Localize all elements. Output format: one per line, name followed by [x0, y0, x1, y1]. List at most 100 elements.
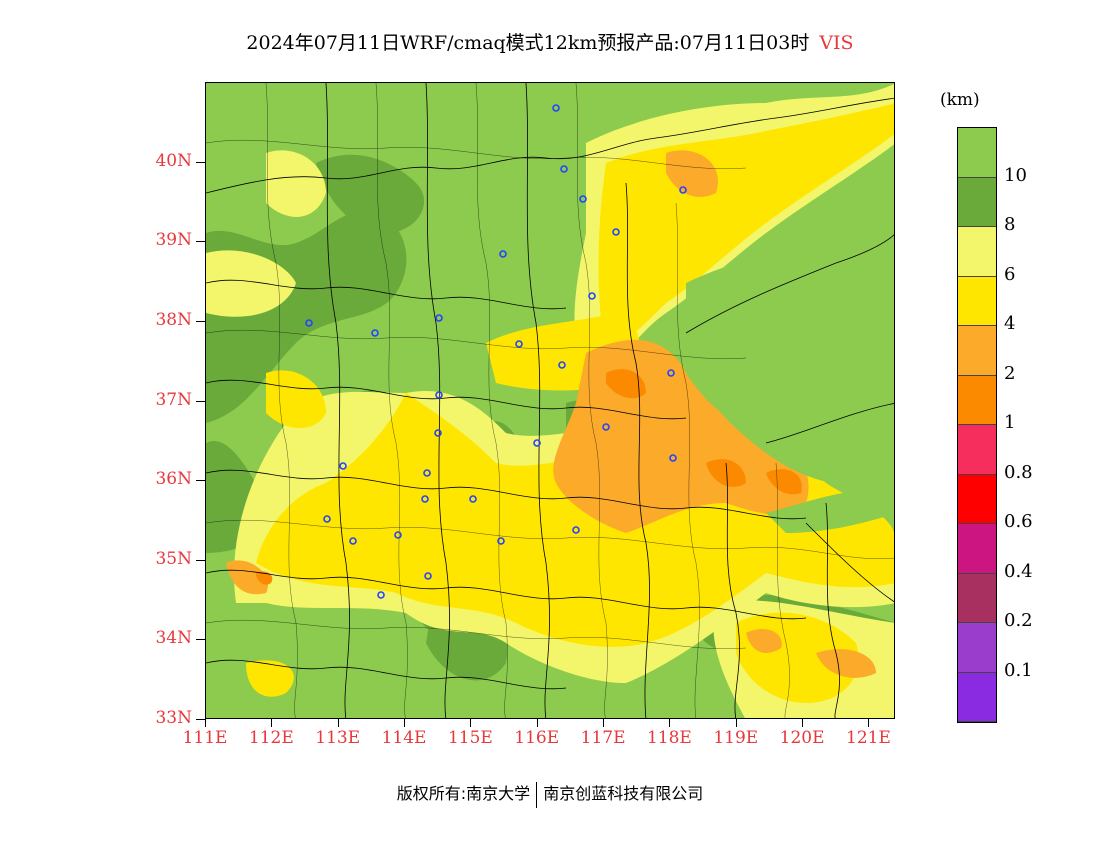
latitude-tick: [196, 320, 205, 322]
latitude-label: 40N: [155, 150, 192, 171]
title-main: 2024年07月11日WRF/cmaq模式12km预报产品:07月11日03时: [246, 32, 810, 54]
colorbar-segment: [958, 227, 996, 277]
colorbar-label: 6: [1004, 263, 1016, 285]
longitude-tick: [271, 719, 273, 727]
city-marker-icon: [560, 165, 568, 173]
map-frame: [205, 82, 895, 719]
city-marker-icon: [435, 314, 443, 322]
city-marker-icon: [533, 439, 541, 447]
city-marker-icon: [394, 531, 402, 539]
latitude-tick: [196, 241, 205, 243]
city-marker-icon: [669, 454, 677, 462]
colorbar: [957, 127, 997, 723]
city-marker-icon: [323, 515, 331, 523]
longitude-tick: [735, 719, 737, 727]
colorbar-segment: [958, 425, 996, 475]
copyright-right: 南京创蓝科技有限公司: [543, 784, 704, 803]
dark-green-region: [316, 154, 425, 233]
colorbar-segment: [958, 573, 996, 623]
light-orange-region: [226, 560, 268, 595]
longitude-tick: [404, 719, 406, 727]
latitude-tick: [196, 559, 205, 561]
city-marker-icon: [667, 369, 675, 377]
city-marker-icon: [339, 462, 347, 470]
latitude-label: 37N: [155, 389, 192, 410]
pale-yellow-region: [206, 250, 296, 317]
city-marker-icon: [423, 469, 431, 477]
latitude-label: 34N: [155, 628, 192, 649]
latitude-label: 38N: [155, 309, 192, 330]
longitude-label: 114E: [381, 728, 427, 748]
longitude-tick: [337, 719, 339, 727]
colorbar-segment: [958, 623, 996, 673]
city-marker-icon: [497, 537, 505, 545]
longitude-label: 112E: [248, 728, 294, 748]
city-marker-icon: [499, 250, 507, 258]
colorbar-segment: [958, 128, 996, 178]
colorbar-segment: [958, 672, 996, 722]
colorbar-label: 0.4: [1004, 560, 1033, 582]
yellow-region: [246, 660, 294, 697]
city-marker-icon: [434, 429, 442, 437]
latitude-tick: [196, 400, 205, 402]
longitude-tick: [205, 719, 206, 727]
city-marker-icon: [588, 292, 596, 300]
city-marker-icon: [612, 228, 620, 236]
colorbar-label: 1: [1004, 412, 1016, 433]
city-marker-icon: [515, 340, 523, 348]
orange-region: [766, 469, 802, 495]
city-marker-icon: [371, 329, 379, 337]
colorbar-label: 0.8: [1004, 461, 1033, 483]
city-marker-icon: [679, 186, 687, 194]
latitude-tick: [196, 480, 205, 482]
city-marker-icon: [377, 591, 385, 599]
county-boundaries: [206, 83, 894, 718]
colorbar-unit: (km): [940, 90, 980, 110]
city-marker-icon: [424, 572, 432, 580]
longitude-label: 111E: [182, 728, 228, 748]
colorbar-label: 8: [1004, 214, 1016, 235]
longitude-label: 115E: [447, 728, 493, 748]
colorbar-segment: [958, 326, 996, 376]
sea-region: [766, 490, 894, 533]
city-marker-icon: [435, 391, 443, 399]
longitude-label: 121E: [846, 728, 891, 748]
longitude-label: 117E: [580, 728, 626, 748]
city-markers: [305, 104, 687, 599]
city-marker-icon: [602, 423, 610, 431]
city-marker-icon: [579, 195, 587, 203]
pale-yellow-region: [266, 150, 326, 217]
city-marker-icon: [421, 495, 429, 503]
orange-region: [606, 369, 646, 399]
latitude-label: 39N: [155, 230, 192, 251]
colorbar-label: 10: [1004, 164, 1027, 186]
chart-title: 2024年07月11日WRF/cmaq模式12km预报产品:07月11日03时 V…: [0, 28, 1100, 55]
longitude-tick: [868, 719, 870, 727]
visibility-map: [206, 83, 894, 718]
latitude-label: 35N: [155, 548, 192, 569]
longitude-tick: [470, 719, 472, 727]
city-marker-icon: [469, 495, 477, 503]
colorbar-segment: [958, 474, 996, 524]
colorbar-segment: [958, 375, 996, 425]
latitude-tick: [196, 719, 205, 720]
latitude-tick: [196, 161, 205, 163]
colorbar-segment: [958, 524, 996, 574]
sea-region: [686, 229, 894, 487]
city-marker-icon: [558, 361, 566, 369]
colorbar-label: 0.6: [1004, 511, 1033, 532]
city-marker-icon: [572, 526, 580, 534]
latitude-label: 36N: [155, 469, 192, 490]
longitude-label: 120E: [779, 728, 825, 748]
light-orange-region: [746, 628, 782, 653]
latitude-label: 33N: [155, 708, 192, 728]
copyright: 版权所有:南京大学 南京创蓝科技有限公司: [0, 780, 1100, 808]
colorbar-label: 2: [1004, 362, 1016, 384]
longitude-tick: [802, 719, 804, 727]
copyright-separator: [536, 781, 538, 808]
city-marker-icon: [305, 319, 313, 327]
longitude-label: 118E: [646, 728, 692, 748]
colorbar-label: 4: [1004, 313, 1016, 334]
colorbar-label: 0.1: [1004, 659, 1033, 681]
longitude-label: 116E: [514, 728, 560, 748]
